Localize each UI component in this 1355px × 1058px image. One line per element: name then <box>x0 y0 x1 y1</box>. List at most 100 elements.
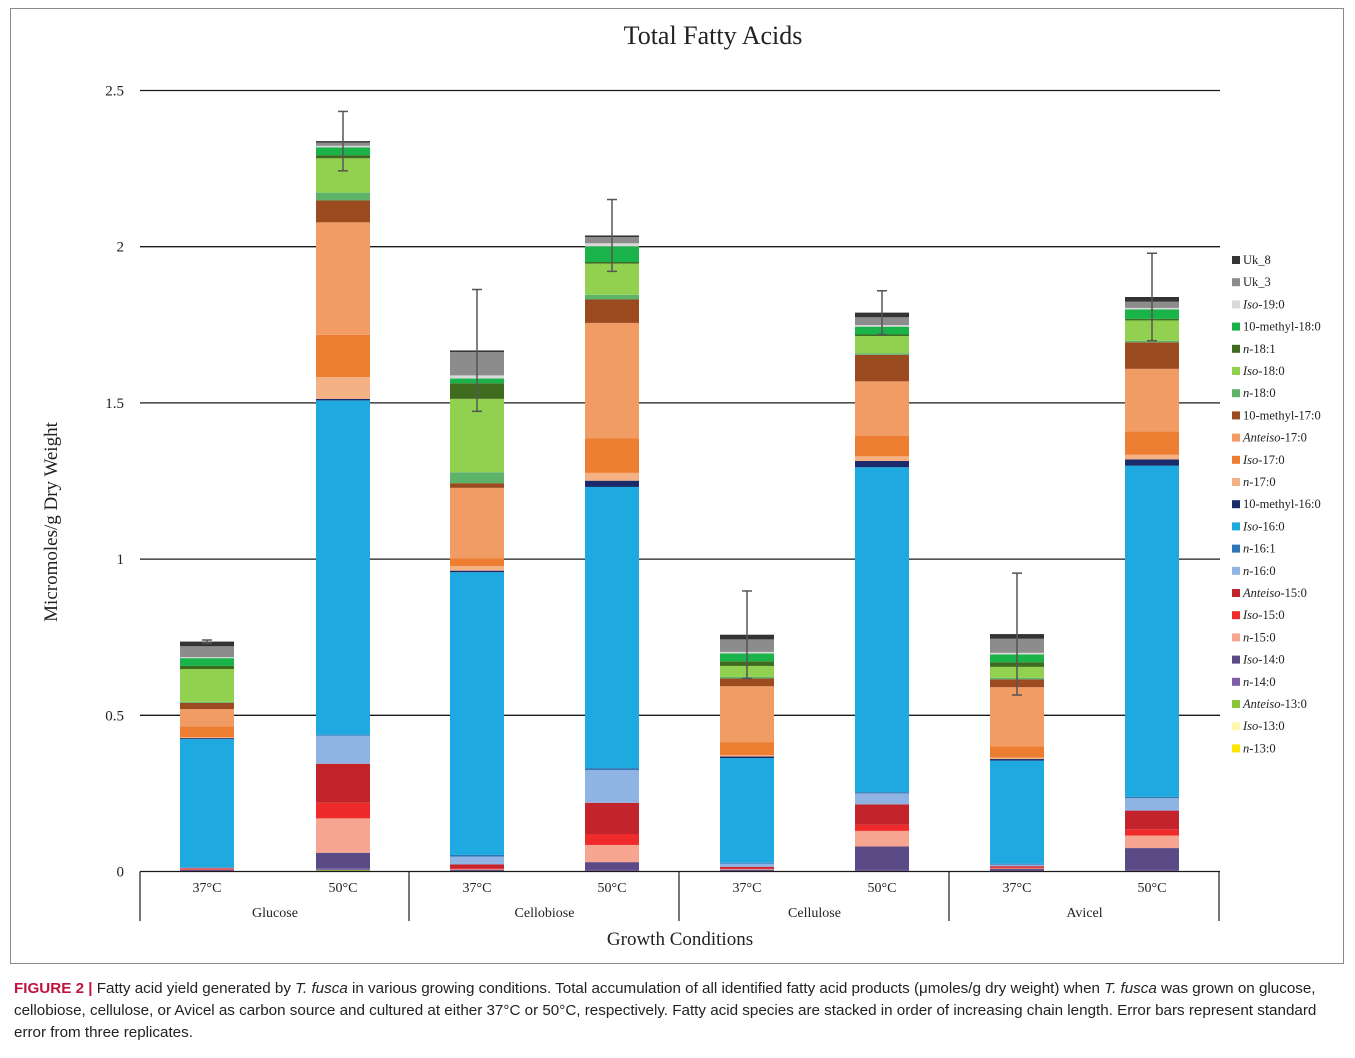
y-tick-label: 0.5 <box>105 708 124 724</box>
bar-segment <box>316 763 370 803</box>
bar-segment <box>1125 368 1179 432</box>
figure-frame <box>10 8 1344 964</box>
legend-swatch <box>1232 655 1240 664</box>
error-bar <box>338 110 348 172</box>
x-group-label: Cellobiose <box>515 906 575 921</box>
legend-swatch <box>1232 566 1240 575</box>
bar-segment <box>316 802 370 819</box>
legend-label-suffix: -17:0 <box>1258 453 1284 467</box>
legend-label-suffix: Uk_8 <box>1243 253 1271 267</box>
legend-label: Anteiso-17:0 <box>1242 431 1307 445</box>
bar-segment <box>720 678 774 687</box>
y-tick-label: 0 <box>117 865 125 881</box>
legend-label: Iso-17:0 <box>1242 453 1285 467</box>
legend: Uk_8Uk_3Iso-19:010-methyl-18:0n-18:1Iso-… <box>1232 253 1321 755</box>
bar-segment <box>990 864 1044 867</box>
y-tick-label: 1.5 <box>105 396 124 412</box>
legend-label: Iso-19:0 <box>1242 297 1285 311</box>
bar-segment <box>1125 465 1179 797</box>
legend-swatch <box>1232 322 1240 331</box>
bar-segment <box>585 869 639 872</box>
bar-segment <box>316 200 370 223</box>
legend-item: Iso-15:0 <box>1232 608 1285 622</box>
bar-segment <box>585 802 639 835</box>
legend-label-suffix: -16:0 <box>1249 564 1275 578</box>
legend-item: n-13:0 <box>1232 741 1276 755</box>
bar-segment <box>450 572 504 855</box>
bar-segment <box>450 854 504 857</box>
bar-segment <box>1125 829 1179 836</box>
error-bar <box>607 198 617 273</box>
legend-label: Iso-15:0 <box>1242 608 1285 622</box>
bar-segment <box>450 869 504 871</box>
bars <box>180 141 1179 872</box>
legend-item: Anteiso-15:0 <box>1232 586 1307 600</box>
bar-segment <box>855 824 909 831</box>
legend-item: Uk_8 <box>1232 253 1271 267</box>
chart-title: Total Fatty Acids <box>624 21 803 50</box>
bar-stack <box>585 235 639 872</box>
legend-item: Iso-16:0 <box>1232 519 1285 533</box>
y-tick-label: 2 <box>117 240 125 256</box>
bar-segment <box>585 768 639 770</box>
bar-segment <box>720 866 774 869</box>
legend-item: 10-methyl-16:0 <box>1232 497 1321 511</box>
legend-item: Iso-17:0 <box>1232 453 1285 467</box>
legend-label: 10-methyl-16:0 <box>1243 497 1321 511</box>
bar-segment <box>180 867 234 868</box>
bar-segment <box>990 760 1044 864</box>
legend-label-prefix: Iso <box>1242 608 1258 622</box>
bar-segment <box>855 467 909 793</box>
figure-caption: FIGURE 2 | Fatty acid yield generated by… <box>14 978 1342 1044</box>
bar-segment <box>855 436 909 457</box>
legend-swatch <box>1232 478 1240 486</box>
caption-segment: in various growing conditions. Total acc… <box>347 980 1105 997</box>
legend-swatch <box>1232 700 1240 708</box>
error-bar <box>472 288 482 413</box>
bar-segment <box>180 641 234 647</box>
legend-label-suffix: -14:0 <box>1249 675 1275 689</box>
bar-segment <box>720 863 774 867</box>
legend-label-prefix: Iso <box>1242 453 1258 467</box>
bar-segment <box>180 665 234 670</box>
stacked-bar-chart: Total Fatty Acids Micromoles/g Dry Weigh… <box>41 21 1321 950</box>
legend-swatch <box>1232 455 1240 464</box>
legend-label-suffix: -17:0 <box>1281 431 1307 445</box>
legend-label-suffix: -15:0 <box>1258 608 1284 622</box>
bar-segment <box>180 868 234 870</box>
legend-item: Anteiso-13:0 <box>1232 697 1307 711</box>
bar-segment <box>180 709 234 727</box>
bar-segment <box>180 739 234 868</box>
bar-segment <box>316 735 370 764</box>
bar-segment <box>990 867 1044 869</box>
legend-item: n-18:1 <box>1232 342 1276 356</box>
legend-item: n-17:0 <box>1232 475 1276 489</box>
legend-label-prefix: n <box>1243 741 1249 755</box>
legend-label-prefix: Iso <box>1242 519 1258 533</box>
legend-label: Anteiso-13:0 <box>1242 697 1307 711</box>
legend-swatch <box>1232 367 1240 375</box>
legend-label-prefix: n <box>1243 542 1249 556</box>
legend-label-prefix: Iso <box>1242 653 1258 667</box>
legend-label-suffix: 10-methyl-18:0 <box>1243 320 1321 334</box>
bar-segment <box>450 487 504 559</box>
bar-segment <box>180 669 234 702</box>
legend-item: 10-methyl-18:0 <box>1232 320 1321 334</box>
x-group-label: Cellulose <box>788 906 841 921</box>
bar-segment <box>450 856 504 865</box>
bar-segment <box>316 334 370 377</box>
bar-segment <box>180 869 234 871</box>
legend-label: Iso-18:0 <box>1242 364 1285 378</box>
legend-label-suffix: Uk_3 <box>1243 275 1271 289</box>
legend-label-suffix: -17:0 <box>1249 475 1275 489</box>
bar-segment <box>316 869 370 872</box>
bar-segment <box>316 376 370 399</box>
bar-stack <box>855 312 909 872</box>
bar-segment <box>720 686 774 743</box>
legend-swatch <box>1232 744 1240 753</box>
bar-segment <box>180 646 234 658</box>
bar-segment <box>180 702 234 710</box>
bar-segment <box>855 353 909 355</box>
legend-label: n-15:0 <box>1243 630 1276 644</box>
caption-text: Fatty acid yield generated by T. fusca i… <box>14 980 1316 1041</box>
